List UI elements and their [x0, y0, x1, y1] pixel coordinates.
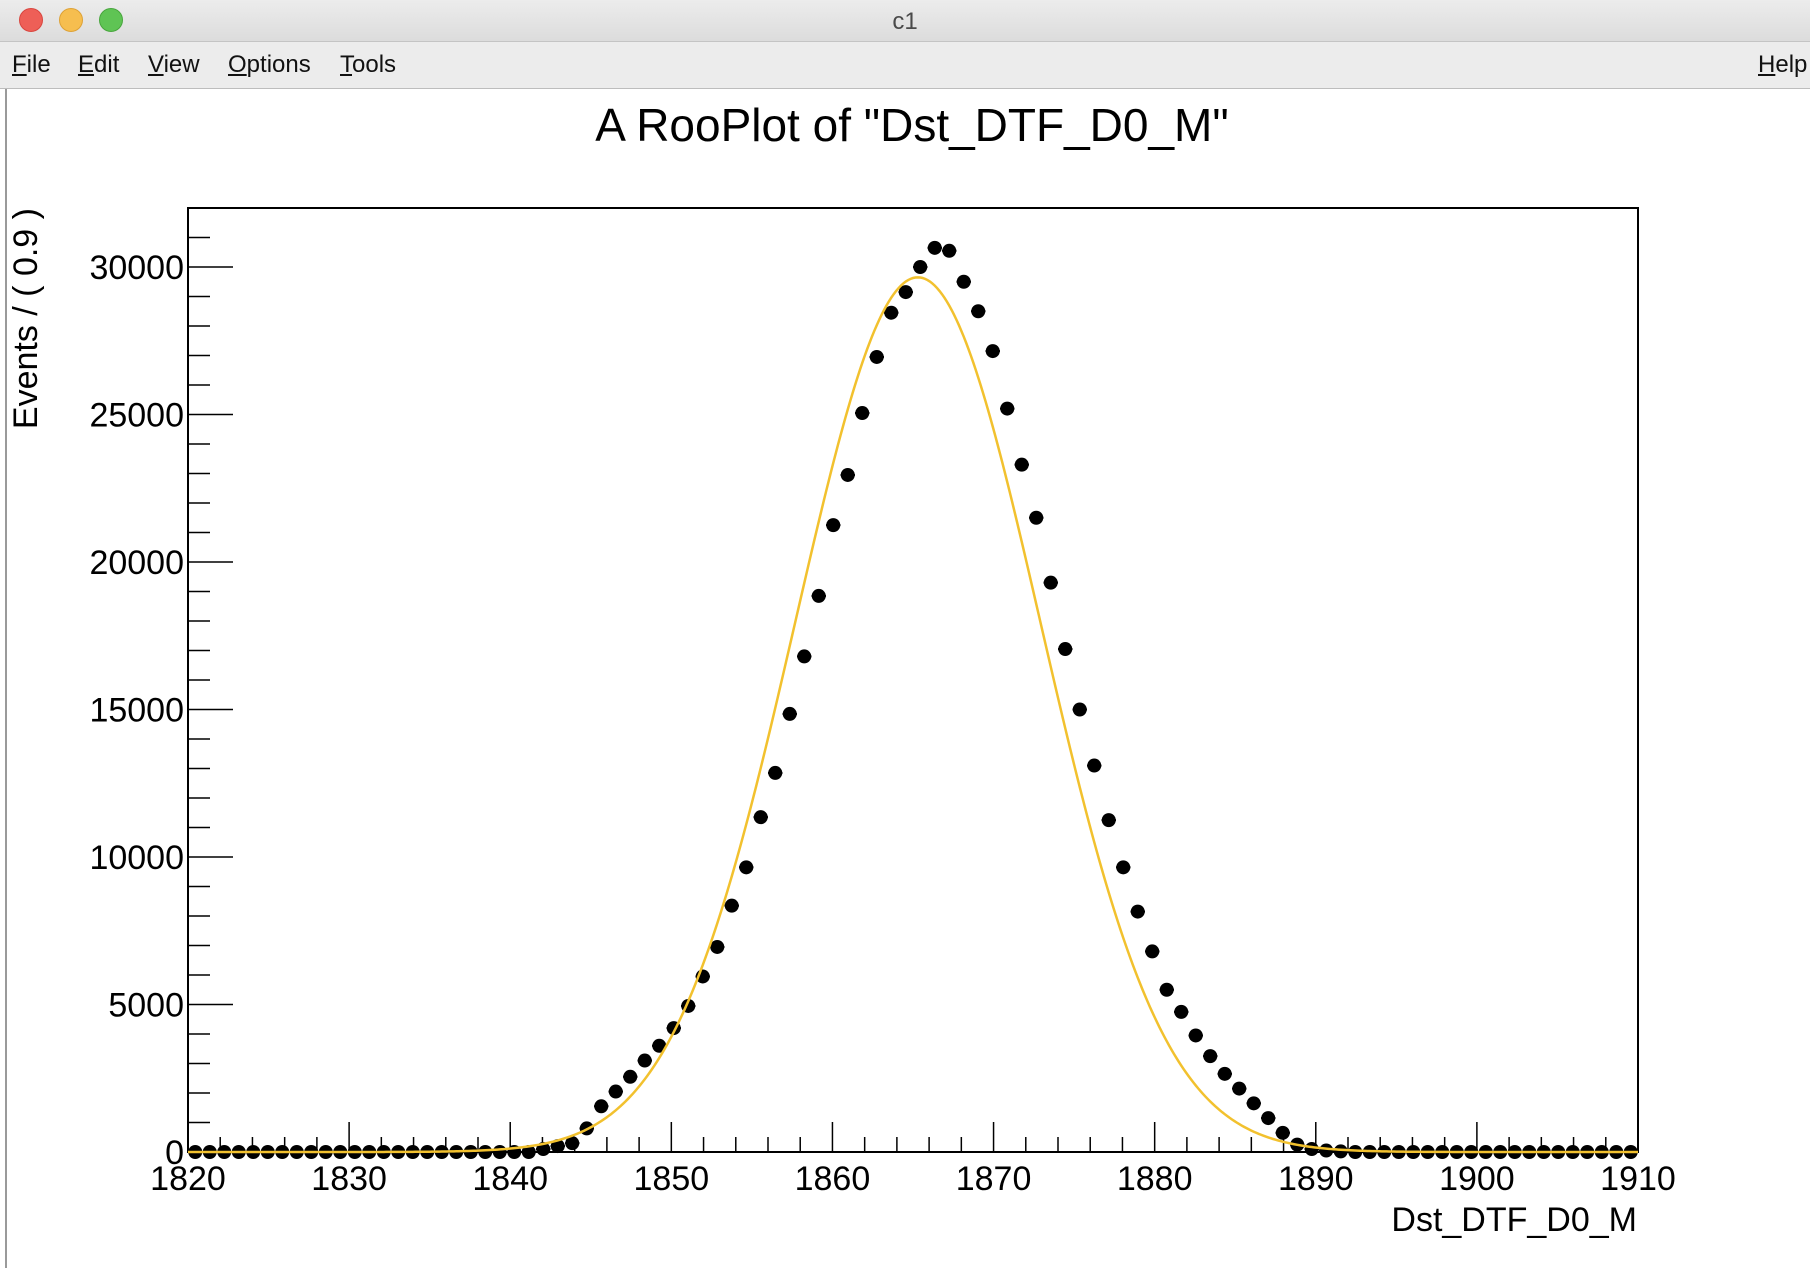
- menu-tools-mnemonic: T: [340, 51, 352, 78]
- y-tick-label: 25000: [89, 397, 184, 435]
- menu-view[interactable]: View: [148, 51, 200, 79]
- menu-edit-mnemonic: E: [78, 51, 95, 78]
- x-tick-labels: 1820 1830 1840 1850 1860 1870 1880 1890 1900 1910: [150, 1160, 1676, 1198]
- minimize-window-button[interactable]: [59, 8, 83, 32]
- rooplot-chart: A RooPlot of "Dst_DTF_D0_M" 1820 1830 1840…: [7, 99, 1676, 1239]
- y-tick-label: 10000: [89, 839, 184, 877]
- x-tick-label: 1850: [634, 1160, 710, 1198]
- title-bar: c1: [0, 0, 1810, 42]
- y-tick-labels: 0 5000 10000 15000 20000 25000 30000: [89, 249, 184, 1172]
- menu-options-label: ptions: [246, 51, 311, 78]
- menu-options[interactable]: Options: [228, 51, 311, 79]
- axis-ticks: [187, 207, 1639, 1153]
- x-tick-label: 1860: [795, 1160, 871, 1198]
- menu-file[interactable]: File: [12, 51, 51, 79]
- fit-curve-line: [188, 276, 1638, 1154]
- y-axis-label: Events / ( 0.9 ): [7, 208, 45, 429]
- menu-help-mnemonic: H: [1758, 51, 1776, 78]
- menu-view-mnemonic: V: [148, 51, 164, 78]
- menu-file-mnemonic: F: [12, 51, 27, 78]
- y-tick-label: 15000: [89, 692, 184, 730]
- zoom-window-button[interactable]: [99, 8, 123, 32]
- x-tick-label: 1880: [1117, 1160, 1193, 1198]
- menu-edit-label: dit: [94, 51, 120, 78]
- y-tick-label: 0: [165, 1134, 184, 1172]
- x-axis-label: Dst_DTF_D0_M: [1391, 1201, 1637, 1239]
- menu-file-label: ile: [26, 51, 51, 78]
- x-tick-label: 1890: [1278, 1160, 1354, 1198]
- y-tick-label: 20000: [89, 544, 184, 582]
- x-tick-label: 1830: [311, 1160, 387, 1198]
- close-window-button[interactable]: [19, 8, 43, 32]
- window-title: c1: [892, 8, 918, 35]
- menu-help[interactable]: Help: [1758, 51, 1807, 79]
- menu-edit[interactable]: Edit: [78, 51, 119, 79]
- menu-bar: File Edit View Options Tools Help: [0, 42, 1810, 89]
- x-tick-label: 1820: [150, 1160, 226, 1198]
- menu-tools-label: ools: [352, 51, 397, 78]
- menu-view-label: iew: [163, 51, 200, 78]
- data-points: [188, 240, 1638, 1159]
- y-tick-label: 30000: [89, 249, 184, 287]
- menu-help-label: elp: [1775, 51, 1808, 78]
- x-tick-label: 1840: [472, 1160, 548, 1198]
- menu-tools[interactable]: Tools: [340, 51, 396, 79]
- x-tick-label: 1870: [956, 1160, 1032, 1198]
- y-tick-label: 5000: [108, 987, 184, 1025]
- plot-canvas[interactable]: A RooPlot of "Dst_DTF_D0_M" 1820 1830 1840…: [5, 89, 1810, 1268]
- chart-title: A RooPlot of "Dst_DTF_D0_M": [595, 99, 1228, 151]
- menu-options-mnemonic: O: [228, 51, 247, 78]
- plot-frame: [187, 207, 1639, 1153]
- x-tick-label: 1900: [1439, 1160, 1515, 1198]
- x-tick-label: 1910: [1600, 1160, 1676, 1198]
